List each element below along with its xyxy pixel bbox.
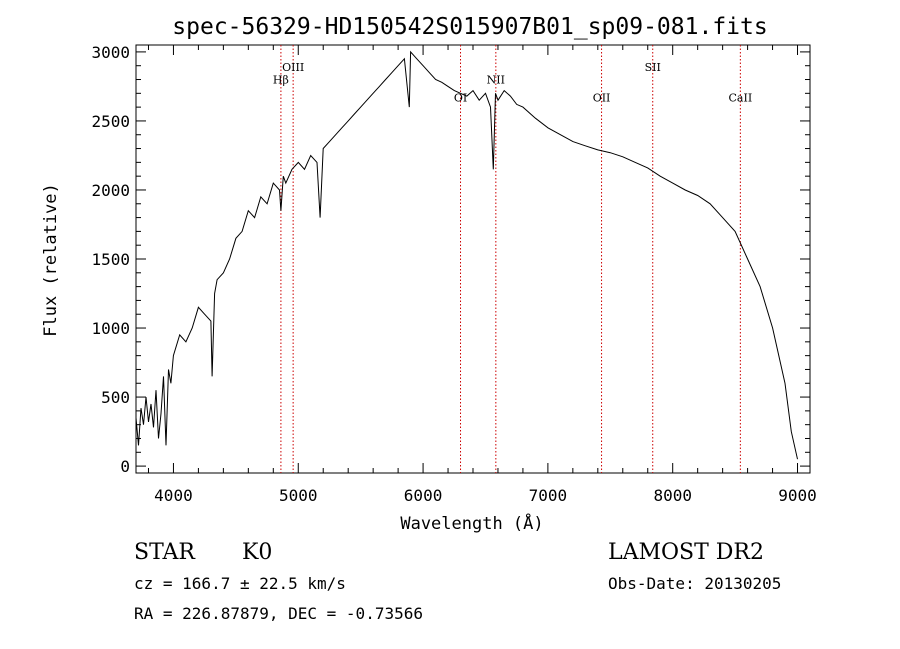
x-tick-label: 5000 <box>279 486 318 505</box>
object-subclass: K0 <box>242 540 273 565</box>
x-tick-label: 4000 <box>154 486 193 505</box>
y-tick-label: 3000 <box>91 43 130 62</box>
spectrum-line <box>135 50 798 460</box>
x-axis-label: Wavelength (Å) <box>400 512 543 534</box>
line-label: NII <box>487 74 505 87</box>
line-label: CaII <box>729 92 753 105</box>
y-tick-label: 1000 <box>91 319 130 338</box>
survey-name: LAMOST DR2 <box>608 540 764 565</box>
spectrum-chart: spec-56329-HD150542S015907B01_sp09-081.f… <box>41 14 817 534</box>
y-tick-label: 2500 <box>91 112 130 131</box>
line-label: SII <box>645 61 661 74</box>
y-tick-label: 1500 <box>91 250 130 269</box>
y-tick-label: 2000 <box>91 181 130 200</box>
plot-frame <box>135 44 811 474</box>
redshift-readout: cz = 166.7 ± 22.5 km/s <box>134 574 346 593</box>
chart-title: spec-56329-HD150542S015907B01_sp09-081.f… <box>172 14 767 40</box>
observation-date: Obs-Date: 20130205 <box>608 574 782 593</box>
axis-ticks: 4000 5000 6000 7000 8000 9000 0 500 1000 1500 2000… <box>91 43 816 505</box>
line-label: OIII <box>282 61 304 74</box>
y-axis-label: Flux (relative) <box>41 183 61 337</box>
x-tick-label: 6000 <box>404 486 443 505</box>
x-tick-label: 9000 <box>778 486 817 505</box>
x-tick-label: 7000 <box>529 486 568 505</box>
line-label: OII <box>593 92 611 105</box>
x-tick-label: 8000 <box>653 486 692 505</box>
line-label: Hβ <box>273 74 289 87</box>
object-class: STAR <box>134 540 195 565</box>
y-tick-label: 0 <box>120 457 130 476</box>
coordinates-readout: RA = 226.87879, DEC = -0.73566 <box>134 604 423 623</box>
y-tick-label: 500 <box>101 388 130 407</box>
